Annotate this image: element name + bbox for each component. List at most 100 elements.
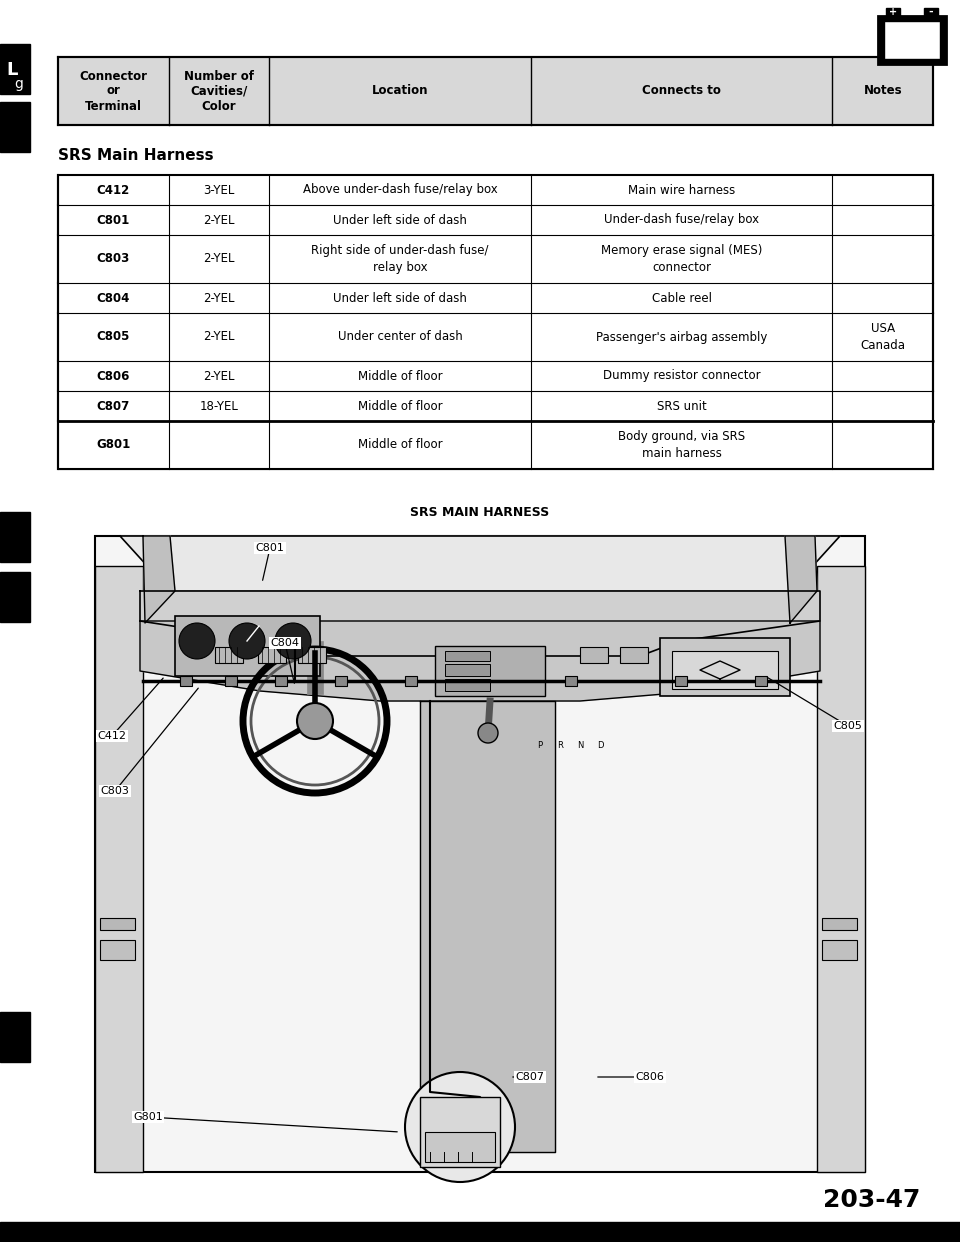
Bar bbox=[675, 676, 687, 686]
Text: 2-YEL: 2-YEL bbox=[204, 214, 234, 226]
Text: 2-YEL: 2-YEL bbox=[204, 292, 234, 304]
Bar bbox=[0, 43, 30, 94]
Text: Location: Location bbox=[372, 84, 428, 98]
Bar bbox=[660, 647, 688, 663]
Circle shape bbox=[229, 623, 265, 660]
Bar bbox=[215, 647, 243, 663]
Text: SRS MAIN HARNESS: SRS MAIN HARNESS bbox=[410, 505, 550, 519]
Circle shape bbox=[275, 623, 311, 660]
Text: SRS Main Harness: SRS Main Harness bbox=[58, 148, 214, 163]
Text: Middle of floor: Middle of floor bbox=[358, 400, 443, 412]
Circle shape bbox=[297, 703, 333, 739]
Bar bbox=[445, 651, 490, 661]
Polygon shape bbox=[140, 621, 820, 700]
Bar bbox=[180, 676, 192, 686]
Bar bbox=[0, 1222, 960, 1242]
Bar bbox=[886, 7, 900, 16]
Text: SRS unit: SRS unit bbox=[657, 400, 707, 412]
Text: Memory erase signal (MES)
connector: Memory erase signal (MES) connector bbox=[601, 245, 762, 273]
Text: C803: C803 bbox=[101, 786, 130, 796]
Text: g: g bbox=[14, 77, 23, 91]
Bar bbox=[275, 676, 287, 686]
Text: L: L bbox=[7, 61, 17, 79]
Text: -: - bbox=[928, 7, 933, 17]
Text: 3-YEL: 3-YEL bbox=[204, 184, 234, 196]
Text: C412: C412 bbox=[98, 732, 127, 741]
Text: Connects to: Connects to bbox=[642, 84, 721, 98]
Bar bbox=[95, 566, 143, 1172]
Text: D: D bbox=[597, 741, 603, 750]
Text: C807: C807 bbox=[516, 1072, 544, 1082]
Bar bbox=[672, 651, 778, 689]
Bar bbox=[225, 676, 237, 686]
Bar bbox=[405, 676, 417, 686]
Text: C801: C801 bbox=[255, 543, 284, 553]
Bar bbox=[298, 647, 326, 663]
Text: 2-YEL: 2-YEL bbox=[204, 252, 234, 266]
Text: Middle of floor: Middle of floor bbox=[358, 438, 443, 452]
Text: Under-dash fuse/relay box: Under-dash fuse/relay box bbox=[604, 214, 759, 226]
Text: Cable reel: Cable reel bbox=[652, 292, 711, 304]
Text: C804: C804 bbox=[97, 292, 130, 304]
Bar bbox=[755, 676, 767, 686]
Bar bbox=[258, 647, 286, 663]
Text: 2-YEL: 2-YEL bbox=[204, 370, 234, 383]
Bar bbox=[878, 16, 946, 65]
Polygon shape bbox=[140, 591, 820, 656]
Text: Under left side of dash: Under left side of dash bbox=[333, 214, 467, 226]
Text: USA
Canada: USA Canada bbox=[860, 322, 905, 351]
Text: +: + bbox=[889, 7, 897, 17]
Bar bbox=[0, 102, 30, 152]
Bar bbox=[100, 940, 135, 960]
Text: R: R bbox=[557, 741, 563, 750]
Bar bbox=[565, 676, 577, 686]
Bar bbox=[0, 573, 30, 622]
Text: C805: C805 bbox=[97, 330, 130, 344]
Bar bbox=[580, 647, 608, 663]
Circle shape bbox=[405, 1072, 515, 1182]
Bar bbox=[425, 1131, 495, 1163]
Bar bbox=[100, 918, 135, 930]
Polygon shape bbox=[420, 700, 555, 1153]
Bar bbox=[817, 566, 865, 1172]
Bar bbox=[620, 647, 648, 663]
Text: Number of
Cavities/
Color: Number of Cavities/ Color bbox=[184, 70, 253, 113]
Text: 18-YEL: 18-YEL bbox=[200, 400, 238, 412]
Text: P: P bbox=[538, 741, 542, 750]
Bar bbox=[445, 664, 490, 676]
Text: Middle of floor: Middle of floor bbox=[358, 370, 443, 383]
Text: C412: C412 bbox=[97, 184, 130, 196]
Text: C801: C801 bbox=[97, 214, 130, 226]
Bar bbox=[884, 21, 940, 60]
Text: carmanualsonline.info: carmanualsonline.info bbox=[418, 1226, 542, 1236]
Text: C807: C807 bbox=[97, 400, 130, 412]
Bar bbox=[0, 512, 30, 561]
Bar bbox=[58, 175, 933, 469]
Text: Right side of under-dash fuse/
relay box: Right side of under-dash fuse/ relay box bbox=[311, 245, 489, 273]
Bar bbox=[445, 679, 490, 691]
Bar bbox=[95, 537, 865, 1172]
Text: Above under-dash fuse/relay box: Above under-dash fuse/relay box bbox=[302, 184, 497, 196]
Text: Main wire harness: Main wire harness bbox=[628, 184, 735, 196]
Bar bbox=[335, 676, 347, 686]
Text: Dummy resistor connector: Dummy resistor connector bbox=[603, 370, 760, 383]
Text: G801: G801 bbox=[96, 438, 131, 452]
Text: C803: C803 bbox=[97, 252, 130, 266]
Text: 203-47: 203-47 bbox=[823, 1189, 920, 1212]
Bar bbox=[822, 940, 857, 960]
Text: Connector
or
Terminal: Connector or Terminal bbox=[80, 70, 147, 113]
Text: C806: C806 bbox=[97, 370, 130, 383]
Text: N: N bbox=[577, 741, 583, 750]
Polygon shape bbox=[785, 537, 817, 623]
Bar bbox=[0, 1012, 30, 1062]
Circle shape bbox=[478, 723, 498, 743]
Text: 2-YEL: 2-YEL bbox=[204, 330, 234, 344]
Bar bbox=[660, 638, 790, 696]
Text: C804: C804 bbox=[271, 638, 300, 648]
Text: Under left side of dash: Under left side of dash bbox=[333, 292, 467, 304]
Text: G801: G801 bbox=[133, 1112, 163, 1122]
Bar bbox=[822, 918, 857, 930]
Text: C806: C806 bbox=[636, 1072, 664, 1082]
Bar bbox=[58, 57, 933, 125]
Bar bbox=[435, 646, 545, 696]
